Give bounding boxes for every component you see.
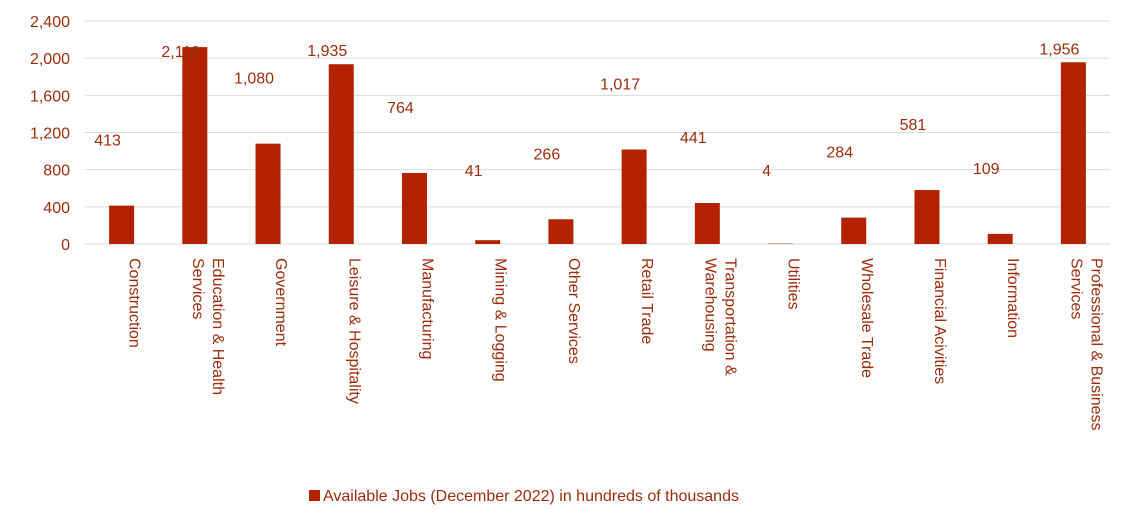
x-tick-label-line: Information: [1004, 258, 1021, 338]
bar: [1060, 62, 1086, 244]
x-tick-label: Construction: [126, 258, 143, 348]
y-tick-label: 400: [43, 200, 70, 217]
x-tick-label-line: Government: [272, 258, 289, 347]
bar: [987, 233, 1013, 244]
x-tick-label-line: Professional & Business: [1087, 258, 1104, 431]
x-tick-label: Wholesale Trade: [858, 258, 875, 378]
x-tick-label: Mining & Logging: [492, 258, 509, 382]
y-axis-ticks: 0 400 800 1,200 1,600 2,000 2,400: [30, 14, 70, 254]
bar: [255, 143, 281, 244]
legend: Available Jobs (December 2022) in hundre…: [309, 488, 739, 505]
x-tick-label: Utilities: [785, 258, 802, 310]
x-tick-label-line: Wholesale Trade: [858, 258, 875, 378]
data-label: 581: [900, 117, 927, 134]
x-tick-label-line: Transportation &: [721, 258, 738, 376]
bar: [475, 240, 501, 244]
x-tick-label-line: Financial Acivities: [931, 258, 948, 384]
data-label: 41: [465, 163, 483, 180]
bar: [621, 149, 647, 244]
bar: [914, 190, 940, 244]
x-tick-label: Financial Acivities: [931, 258, 948, 384]
data-label: 4: [762, 163, 771, 180]
data-label: 109: [973, 161, 1000, 178]
data-label: 1,080: [234, 71, 274, 88]
y-tick-label: 1,600: [30, 88, 70, 105]
data-label: 2,119: [161, 44, 200, 61]
bars: [109, 47, 1086, 244]
data-label: 764: [387, 100, 414, 117]
y-tick-label: 0: [61, 237, 70, 254]
x-axis-labels: Construction Education & HealthServices Go…: [126, 258, 1105, 431]
x-tick-label: Information: [1004, 258, 1021, 338]
data-label: 284: [826, 145, 853, 162]
x-tick-label-line: Warehousing: [701, 258, 718, 352]
x-tick-label: Government: [272, 258, 289, 347]
x-tick-label: Professional & BusinessServices: [1067, 258, 1104, 431]
x-tick-label-line: Utilities: [785, 258, 802, 310]
x-tick-label-line: Other Services: [565, 258, 582, 364]
x-tick-label-line: Mining & Logging: [492, 258, 509, 382]
x-tick-label-line: Construction: [126, 258, 143, 348]
bar: [328, 64, 354, 244]
legend-swatch: [309, 490, 320, 501]
data-label: 1,017: [600, 77, 640, 94]
bar: [109, 205, 135, 244]
bar: [182, 47, 208, 244]
bar: [548, 219, 574, 244]
gridlines: [85, 20, 1110, 245]
x-tick-label: Education & HealthServices: [189, 258, 226, 395]
x-tick-label-line: Leisure & Hospitality: [345, 258, 362, 404]
x-tick-label-line: Retail Trade: [638, 258, 655, 344]
data-label: 441: [680, 130, 707, 147]
x-tick-label-line: Services: [189, 258, 206, 319]
bar: [401, 173, 427, 244]
y-tick-label: 1,200: [30, 126, 70, 143]
x-tick-label-line: Education & Health: [209, 258, 226, 395]
bar: [841, 217, 867, 244]
data-label: 413: [94, 133, 121, 150]
x-tick-label: Leisure & Hospitality: [345, 258, 362, 404]
y-tick-label: 2,000: [30, 51, 70, 68]
x-tick-label: Other Services: [565, 258, 582, 364]
legend-label: Available Jobs (December 2022) in hundre…: [323, 488, 739, 505]
data-labels: 413 2,119 1,080 1,935 764 41 266 1,017 441 4 284 58…: [94, 41, 1079, 180]
x-tick-label: Retail Trade: [638, 258, 655, 344]
x-tick-label-line: Manufacturing: [418, 258, 435, 359]
y-tick-label: 800: [43, 163, 70, 180]
bar: [694, 203, 720, 244]
x-tick-label: Manufacturing: [418, 258, 435, 359]
data-label: 1,935: [307, 43, 347, 60]
data-label: 266: [534, 146, 561, 163]
y-tick-label: 2,400: [30, 14, 70, 31]
data-label: 1,956: [1039, 41, 1079, 58]
x-tick-label: Transportation &Warehousing: [701, 258, 738, 376]
x-tick-label-line: Services: [1067, 258, 1084, 319]
